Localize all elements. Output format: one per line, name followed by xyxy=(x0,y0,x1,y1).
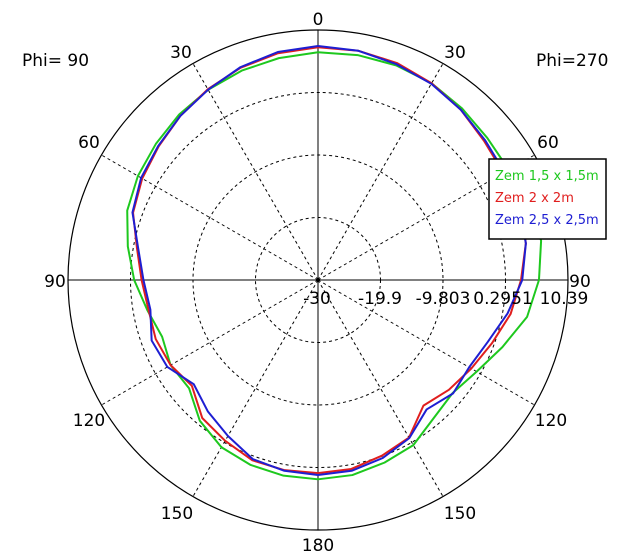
radial-label-2: -9.803 xyxy=(416,289,471,309)
polar-grid xyxy=(67,29,569,531)
series-line-1 xyxy=(132,46,527,475)
phi-left-label: Phi= 90 xyxy=(22,51,89,71)
angle-label-30-left: 30 xyxy=(170,43,192,63)
legend-entry-2: Zem 2,5 x 2,5m xyxy=(495,213,599,228)
series-line-0 xyxy=(126,51,543,481)
legend: Zem 1,5 x 1,5m Zem 2 x 2m Zem 2,5 x 2,5m xyxy=(488,158,607,240)
angle-label-60-left: 60 xyxy=(78,133,100,153)
series-line-2 xyxy=(131,45,527,476)
series-layer xyxy=(126,45,543,481)
angle-label-0: 0 xyxy=(313,10,324,30)
angle-label-90-left: 90 xyxy=(44,272,66,292)
angle-label-30-right: 30 xyxy=(444,43,466,63)
angle-label-90-right: 90 xyxy=(569,272,591,292)
angle-label-150-right: 150 xyxy=(444,504,476,524)
radial-label-3: 0.2951 xyxy=(473,289,532,309)
legend-box xyxy=(488,158,607,240)
legend-entry-0: Zem 1,5 x 1,5m xyxy=(495,169,599,184)
grid-spoke-240 xyxy=(101,279,319,406)
radial-label-4: 10.39 xyxy=(540,289,589,309)
angle-label-120-left: 120 xyxy=(73,411,105,431)
angle-label-180: 180 xyxy=(302,536,334,556)
radial-labels: -30 -19.9 -9.803 0.2951 10.39 xyxy=(303,289,588,309)
radial-label-0: -30 xyxy=(303,289,331,309)
angle-label-60-right: 60 xyxy=(537,133,559,153)
angle-labels: 0 30 60 90 120 150 180 30 60 90 120 150 xyxy=(44,10,591,556)
grid-spoke-210 xyxy=(192,279,319,497)
angle-label-120-right: 120 xyxy=(535,411,567,431)
legend-entry-1: Zem 2 x 2m xyxy=(495,191,574,206)
phi-right-label: Phi=270 xyxy=(536,51,608,71)
angle-label-150-left: 150 xyxy=(161,504,193,524)
radial-label-1: -19.9 xyxy=(358,289,402,309)
